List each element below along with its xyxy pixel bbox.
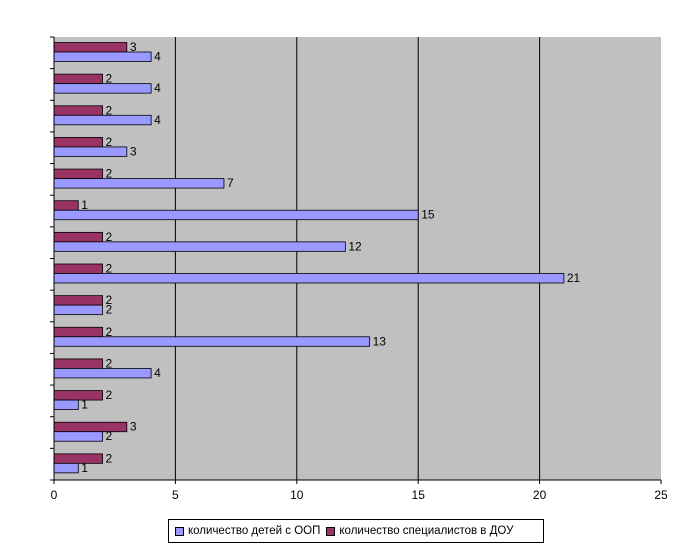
x-tick-label: 25 <box>654 488 668 502</box>
tick-labels: 0 5 10 15 20 25 <box>51 480 668 502</box>
data-label-specialists: 3 <box>130 420 137 434</box>
bar-children <box>53 431 103 442</box>
data-label-children: 1 <box>81 461 88 475</box>
bar-children <box>53 83 152 94</box>
x-tick-label: 0 <box>51 488 58 502</box>
data-label-specialists: 2 <box>106 388 113 402</box>
bar-specialists <box>53 105 103 116</box>
data-label-children: 3 <box>130 144 137 158</box>
bar-specialists <box>53 73 103 85</box>
data-label-children: 15 <box>421 208 435 222</box>
data-label-children: 21 <box>567 271 581 285</box>
data-label-specialists: 2 <box>106 356 113 370</box>
bar-children <box>53 399 79 410</box>
data-label-children: 12 <box>348 239 362 253</box>
data-label-specialists: 2 <box>106 451 113 465</box>
bar-children <box>53 51 152 62</box>
bar-children <box>53 114 152 126</box>
legend-label-children: количество детей с ООП <box>188 525 321 537</box>
axes <box>50 36 661 481</box>
data-label-children: 4 <box>154 50 161 64</box>
data-label-children: 2 <box>106 429 113 443</box>
bar-children <box>53 178 225 189</box>
data-label-children: 4 <box>154 366 161 380</box>
data-label-children: 2 <box>106 303 113 317</box>
x-tick-label: 20 <box>533 488 547 502</box>
bar-specialists <box>53 326 103 338</box>
bar-specialists <box>53 231 103 243</box>
legend-label-specialists: количество специалистов в ДОУ <box>339 525 514 537</box>
bar-specialists <box>53 137 103 148</box>
data-label-specialists: 2 <box>106 167 113 181</box>
data-label-specialists: 2 <box>106 230 113 244</box>
data-label-specialists: 1 <box>81 198 88 212</box>
data-label-children: 1 <box>81 398 88 412</box>
bar-specialists <box>53 295 103 306</box>
data-label-specialists: 2 <box>106 103 113 117</box>
bar-specialists <box>53 453 103 464</box>
legend: количество детей с ООП количество специа… <box>168 519 544 543</box>
bar-children <box>53 304 103 316</box>
bar-specialists <box>53 42 128 53</box>
data-label-specialists: 2 <box>106 135 113 149</box>
bar-chart: 0 5 10 15 20 25 34242423271152122212221324213… <box>50 36 668 502</box>
bar-children <box>53 462 79 474</box>
bar-specialists <box>53 168 103 179</box>
bar-specialists <box>53 421 128 433</box>
legend-swatch-children <box>175 526 184 536</box>
bar-children <box>53 368 152 379</box>
legend-item-specialists: количество специалистов в ДОУ <box>326 525 513 537</box>
data-label-children: 4 <box>154 81 161 95</box>
bar-specialists <box>53 358 103 369</box>
bar-children <box>53 146 128 157</box>
data-label-children: 4 <box>154 113 161 127</box>
data-label-specialists: 2 <box>106 325 113 339</box>
plot-area <box>54 37 661 480</box>
data-label-specialists: 2 <box>106 72 113 86</box>
bar-children <box>53 209 419 221</box>
data-label-specialists: 3 <box>130 40 137 54</box>
bar-children <box>53 241 346 252</box>
grid-lines <box>174 37 541 480</box>
legend-swatch-specialists <box>326 526 336 536</box>
data-label-specialists: 2 <box>106 262 113 276</box>
bar-specialists <box>53 263 103 274</box>
x-tick-label: 15 <box>412 488 426 502</box>
data-label-children: 7 <box>227 176 234 190</box>
bar-specialists <box>53 390 103 401</box>
legend-item-children: количество детей с ООП <box>175 525 320 537</box>
data-label-specialists: 2 <box>106 293 113 307</box>
bar-children <box>53 273 565 284</box>
bar-specialists <box>53 200 79 211</box>
bar-children <box>53 336 371 347</box>
data-label-children: 13 <box>373 334 387 348</box>
x-tick-label: 5 <box>172 488 179 502</box>
x-tick-label: 10 <box>290 488 304 502</box>
